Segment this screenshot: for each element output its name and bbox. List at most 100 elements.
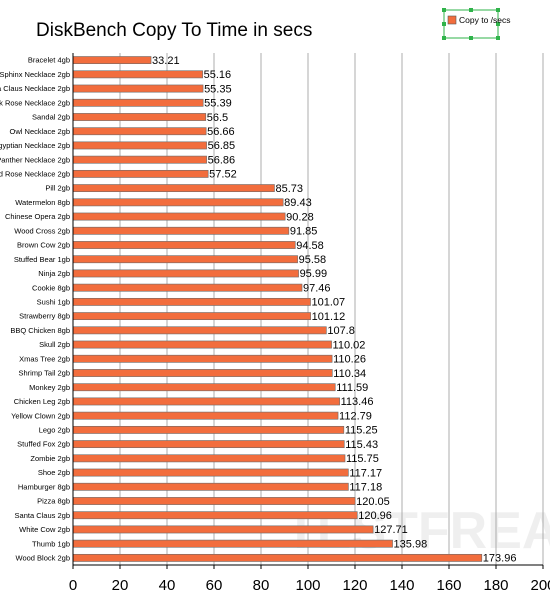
bar	[72, 383, 336, 392]
bar	[72, 440, 345, 449]
category-label: Bracelet 4gb	[28, 56, 70, 65]
value-label: 112.79	[339, 410, 372, 422]
category-label: Pill 2gb	[45, 184, 70, 193]
x-tick-label: 180	[483, 577, 508, 594]
category-label: Pizza 8gb	[37, 497, 70, 506]
legend-handle-bl[interactable]	[442, 36, 446, 40]
legend[interactable]: Copy to /secs	[442, 8, 511, 40]
category-label: Watermelon 8gb	[15, 198, 70, 207]
bar	[72, 226, 290, 235]
value-label: 120.96	[358, 510, 392, 522]
value-label: 107.8	[327, 325, 355, 337]
x-tick-label: 60	[206, 577, 223, 594]
legend-handle-mr[interactable]	[496, 22, 500, 26]
value-label: 33.21	[152, 55, 180, 67]
value-label: 127.71	[374, 524, 408, 536]
value-label: 117.18	[349, 482, 382, 494]
bar	[72, 326, 327, 335]
category-labels: Bracelet 4gb Sphinx Necklace 2gb Santa Cla…	[0, 56, 70, 563]
value-label: 110.34	[333, 368, 366, 380]
value-label: 97.46	[303, 282, 331, 294]
category-label: Zombie 2gb	[30, 454, 70, 463]
bar	[72, 397, 340, 406]
bar	[72, 354, 333, 363]
value-label: 120.05	[356, 496, 390, 508]
value-label: 101.12	[312, 311, 346, 323]
legend-handle-br[interactable]	[496, 36, 500, 40]
bar	[72, 369, 333, 377]
bar	[72, 283, 303, 292]
value-label: 115.25	[345, 425, 378, 437]
legend-handle-tl[interactable]	[442, 8, 446, 12]
bar	[72, 198, 284, 207]
value-label: 91.85	[290, 226, 318, 238]
category-label: Santa Claus 2gb	[15, 511, 70, 520]
value-label: 56.85	[208, 140, 236, 152]
category-label: Yellow Clown 2gb	[11, 411, 70, 420]
value-label: 56.5	[207, 112, 228, 124]
category-label: Chicken Leg 2gb	[14, 397, 70, 406]
legend-handle-bm[interactable]	[469, 36, 473, 40]
x-tick-label: 200	[530, 577, 550, 594]
bar	[72, 539, 393, 548]
value-label: 90.28	[286, 211, 314, 223]
bar	[72, 255, 298, 264]
value-label: 56.66	[207, 126, 235, 138]
category-label: Monkey 2gb	[29, 383, 70, 392]
bar	[72, 425, 345, 434]
category-label: Thumb 1gb	[32, 539, 70, 548]
value-label: 57.52	[209, 169, 237, 181]
category-label: Lego 2gb	[39, 425, 70, 434]
bar	[72, 70, 203, 79]
legend-handle-tr[interactable]	[496, 8, 500, 12]
category-label: Owl Necklace 2gb	[10, 127, 70, 136]
legend-handle-ml[interactable]	[442, 22, 446, 26]
value-label: 113.46	[341, 396, 374, 408]
category-label: Sphinx Necklace 2gb	[0, 70, 70, 79]
category-label: Xmas Tree 2gb	[19, 354, 70, 363]
value-label: 117.17	[349, 467, 382, 479]
bar	[72, 98, 204, 107]
value-label: 95.99	[300, 268, 328, 280]
category-label: BBQ Chicken 8gb	[10, 326, 70, 335]
bar	[72, 56, 152, 65]
x-tick-label: 40	[159, 577, 176, 594]
bar	[72, 169, 209, 178]
category-label: Sandal 2gb	[32, 113, 70, 122]
value-labels: 33.21 55.16 55.35 55.39 56.5 56.66 56.85 56.86 5…	[152, 55, 516, 565]
value-label: 55.16	[204, 69, 232, 81]
category-label: Stuffed Bear 1gb	[14, 255, 70, 264]
value-label: 89.43	[284, 197, 312, 209]
value-label: 95.58	[299, 254, 327, 266]
category-label: Ninja 2gb	[38, 269, 70, 278]
legend-handle-tm[interactable]	[469, 8, 473, 12]
category-label: Stuffed Fox 2gb	[17, 440, 70, 449]
value-label: 173.96	[483, 553, 517, 565]
x-tick-label: 20	[112, 577, 129, 594]
x-tick-label: 80	[253, 577, 270, 594]
category-label: Red Rose Necklace 2gb	[0, 169, 70, 178]
category-label: Skull 2gb	[39, 340, 70, 349]
category-label: White Cow 2gb	[19, 525, 70, 534]
category-label: Chinese Opera 2gb	[5, 212, 70, 221]
category-label: Strawberry 8gb	[19, 312, 70, 321]
category-label: Wood Cross 2gb	[14, 226, 70, 235]
bar	[72, 269, 299, 278]
bar	[72, 155, 207, 164]
value-label: 56.86	[208, 154, 236, 166]
bars	[72, 56, 483, 562]
category-label: Hamburger 8gb	[18, 482, 70, 491]
category-label: Black Rose Necklace 2gb	[0, 98, 70, 107]
x-tick-label: 140	[389, 577, 414, 594]
x-tick-label: 120	[342, 577, 367, 594]
x-tick-label: 0	[69, 577, 77, 594]
bar	[72, 84, 204, 93]
bar	[72, 312, 311, 321]
bar	[72, 241, 296, 249]
value-label: 55.39	[204, 98, 232, 110]
category-label: Shoe 2gb	[38, 468, 70, 477]
category-label: Shrimp Tail 2gb	[18, 369, 70, 378]
bar	[72, 553, 483, 562]
category-label: Wood Block 2gb	[16, 553, 70, 562]
